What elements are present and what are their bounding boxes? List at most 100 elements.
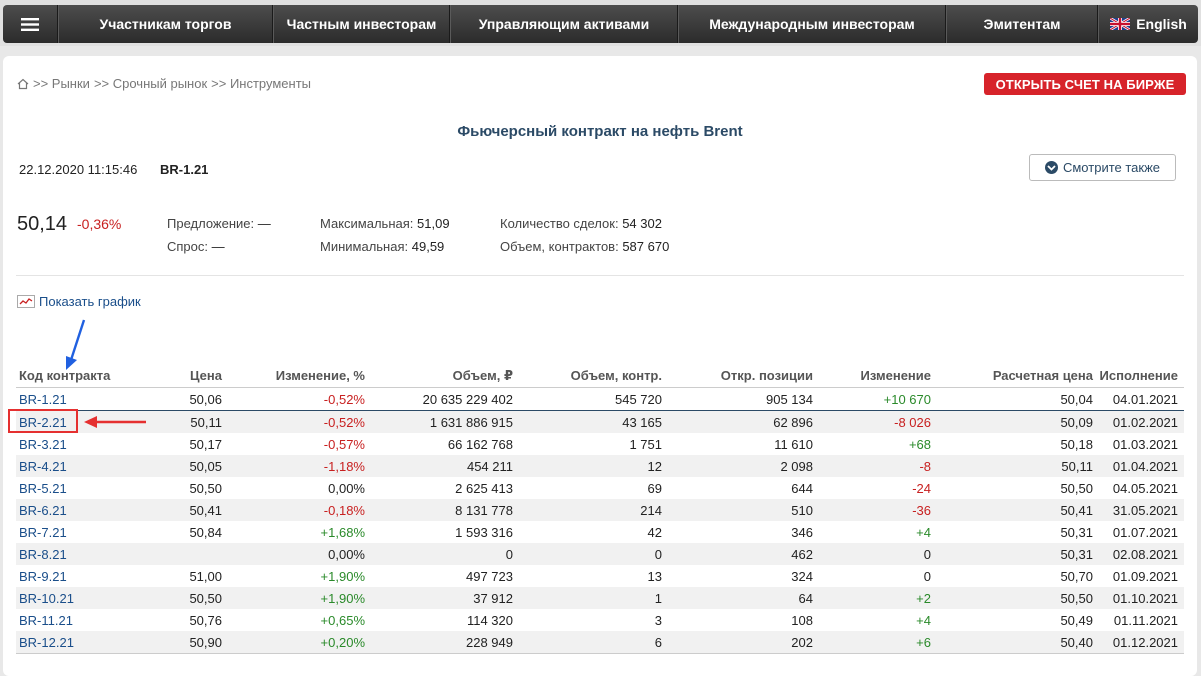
contract-link[interactable]: BR-2.21 xyxy=(19,414,67,430)
table-row[interactable]: BR-4.21 50,05 -1,18% 454 211 12 2 098 -8 50,11 0… xyxy=(16,455,1184,477)
cell-volume-rub: 0 xyxy=(371,543,519,565)
show-chart-link[interactable]: Показать график xyxy=(17,294,141,309)
nav-item-issuers[interactable]: Эмитентам xyxy=(946,5,1098,43)
cell-oi-change: 0 xyxy=(819,543,937,565)
cell-volume-contracts: 13 xyxy=(647,568,662,584)
chevron-down-circle-icon xyxy=(1044,161,1058,174)
contract-link[interactable]: BR-8.21 xyxy=(19,546,67,562)
nav-item-private-investors[interactable]: Частным инвесторам xyxy=(273,5,450,43)
cell-code[interactable]: BR-1.21 xyxy=(16,387,145,411)
cell-code[interactable]: BR-7.21 xyxy=(16,521,145,543)
nav-item-english[interactable]: English xyxy=(1098,5,1198,43)
cell-code[interactable]: BR-12.21 xyxy=(16,631,145,654)
table-header-row: Код контракта Цена Изменение, % Объем, ₽… xyxy=(16,364,1184,388)
contract-link[interactable]: BR-7.21 xyxy=(19,524,67,540)
contract-link[interactable]: BR-4.21 xyxy=(19,458,67,474)
col-settlement-price[interactable]: Расчетная цена xyxy=(937,364,1099,388)
table-row[interactable]: BR-12.21 50,90 +0,20% 228 949 6 202 +6 50,40 01.… xyxy=(16,631,1184,654)
cell-open-positions: 64 xyxy=(668,587,819,609)
col-volume-rub[interactable]: Объем, ₽ xyxy=(371,364,519,388)
col-volume-contracts[interactable]: Объем, контр. xyxy=(519,364,668,388)
contract-link[interactable]: BR-12.21 xyxy=(19,634,74,650)
cell-code[interactable]: BR-11.21 xyxy=(16,609,145,631)
cell-expiration: 01.12.2021 xyxy=(1099,631,1184,654)
contract-link[interactable]: BR-9.21 xyxy=(19,568,67,584)
cell-price: 50,50 xyxy=(189,480,222,496)
home-icon[interactable] xyxy=(17,78,29,90)
breadcrumb: >> Рынки >> Срочный рынок >> Инструменты xyxy=(17,76,311,91)
nav-item-international-investors[interactable]: Международным инвесторам xyxy=(678,5,946,43)
english-label: English xyxy=(1136,16,1187,32)
cell-volume-rub: 66 162 768 xyxy=(447,436,513,452)
col-change-pct[interactable]: Изменение, % xyxy=(228,364,371,388)
table-row[interactable]: BR-10.21 50,50 +1,90% 37 912 1 64 +2 50,50 01.10… xyxy=(16,587,1184,609)
cell-expiration: 01.04.2021 xyxy=(1099,455,1184,477)
table-row[interactable]: BR-8.21 0,00% 0 0 462 0 50,31 02.08.2021 xyxy=(16,543,1184,565)
cell-code[interactable]: BR-8.21 xyxy=(16,543,145,565)
cell-code[interactable]: BR-5.21 xyxy=(16,477,145,499)
table-row[interactable]: BR-2.21 50,11 -0,52% 1 631 886 915 43 165 62 … xyxy=(16,410,1184,433)
cell-change-pct: -0,18% xyxy=(228,499,371,521)
cell-oi-change: +4 xyxy=(916,612,931,628)
nav-item-traders[interactable]: Участникам торгов xyxy=(58,5,273,43)
offer-row: Предложение: — xyxy=(167,216,271,231)
see-also-label: Смотрите также xyxy=(1062,160,1161,175)
table-row[interactable]: BR-9.21 51,00 +1,90% 497 723 13 324 0 50,70 01.0… xyxy=(16,565,1184,587)
contract-link[interactable]: BR-11.21 xyxy=(19,612,73,628)
see-also-button[interactable]: Смотрите также xyxy=(1029,154,1176,181)
bid-value: — xyxy=(211,239,225,254)
cell-expiration: 01.02.2021 xyxy=(1099,410,1184,433)
breadcrumb-instruments[interactable]: >> Инструменты xyxy=(211,76,312,91)
max-label: Максимальная: xyxy=(320,216,414,231)
table-row[interactable]: BR-5.21 50,50 0,00% 2 625 413 69 644 -24 50,50 0… xyxy=(16,477,1184,499)
col-code[interactable]: Код контракта xyxy=(16,364,145,388)
contract-link[interactable]: BR-10.21 xyxy=(19,590,74,606)
cell-change-pct: -1,18% xyxy=(228,455,371,477)
cell-code[interactable]: BR-2.21 xyxy=(16,410,145,433)
last-price: 50,14 xyxy=(17,213,68,235)
contract-link[interactable]: BR-3.21 xyxy=(19,436,67,452)
breadcrumb-derivatives[interactable]: >> Срочный рынок xyxy=(93,76,208,91)
cell-code[interactable]: BR-3.21 xyxy=(16,433,145,455)
menu-icon xyxy=(21,17,39,31)
contract-link[interactable]: BR-6.21 xyxy=(19,502,67,518)
cell-oi-change: +6 xyxy=(819,631,937,654)
cell-expiration: 04.01.2021 xyxy=(1099,387,1184,411)
cell-price: 50,17 xyxy=(189,436,222,452)
cell-code[interactable]: BR-4.21 xyxy=(16,455,145,477)
table-row[interactable]: BR-6.21 50,41 -0,18% 8 131 778 214 510 -36 50,4… xyxy=(16,499,1184,521)
table-row[interactable]: BR-11.21 50,76 +0,65% 114 320 3 108 +4 50,49 01.… xyxy=(16,609,1184,631)
max-value: 51,09 xyxy=(417,216,450,231)
cell-volume-rub: 1 631 886 915 xyxy=(371,410,519,433)
table-row[interactable]: BR-7.21 50,84 +1,68% 1 593 316 42 346 +4 50,31 0… xyxy=(16,521,1184,543)
cell-code[interactable]: BR-10.21 xyxy=(16,587,145,609)
cell-settlement-price: 50,09 xyxy=(937,410,1099,433)
cell-change-pct: +1,90% xyxy=(228,587,371,609)
cell-expiration: 01.03.2021 xyxy=(1112,436,1178,452)
nav-item-asset-managers[interactable]: Управляющим активами xyxy=(450,5,678,43)
col-open-positions[interactable]: Откр. позиции xyxy=(668,364,819,388)
cell-code[interactable]: BR-6.21 xyxy=(16,499,145,521)
col-expiration[interactable]: Исполнение xyxy=(1099,364,1184,388)
cell-settlement-price: 50,11 xyxy=(937,455,1099,477)
col-price[interactable]: Цена xyxy=(145,364,228,388)
contract-link[interactable]: BR-1.21 xyxy=(19,391,67,407)
volume-row: Объем, контрактов: 587 670 xyxy=(500,239,669,254)
cell-expiration: 01.10.2021 xyxy=(1099,587,1184,609)
breadcrumb-markets[interactable]: >> Рынки xyxy=(33,76,90,91)
cell-code[interactable]: BR-9.21 xyxy=(16,565,145,587)
cell-change-pct: -0,57% xyxy=(323,436,365,452)
deals-row: Количество сделок: 54 302 xyxy=(500,216,662,231)
menu-button[interactable] xyxy=(3,5,58,43)
cell-volume-rub: 37 912 xyxy=(371,587,519,609)
cell-settlement-price: 50,41 xyxy=(937,499,1099,521)
cell-price xyxy=(145,543,228,565)
table-row[interactable]: BR-3.21 50,17 -0,57% 66 162 768 1 751 11 610 +… xyxy=(16,433,1184,455)
table-row[interactable]: BR-1.21 50,06 -0,52% 20 635 229 402 545 720 9… xyxy=(16,387,1184,411)
open-account-button[interactable]: ОТКРЫТЬ СЧЕТ НА БИРЖЕ xyxy=(984,73,1186,95)
col-oi-change[interactable]: Изменение xyxy=(819,364,937,388)
cell-oi-change: -36 xyxy=(819,499,937,521)
cell-volume-contracts: 69 xyxy=(647,480,662,496)
contract-link[interactable]: BR-5.21 xyxy=(19,480,67,496)
deals-value: 54 302 xyxy=(622,216,662,231)
